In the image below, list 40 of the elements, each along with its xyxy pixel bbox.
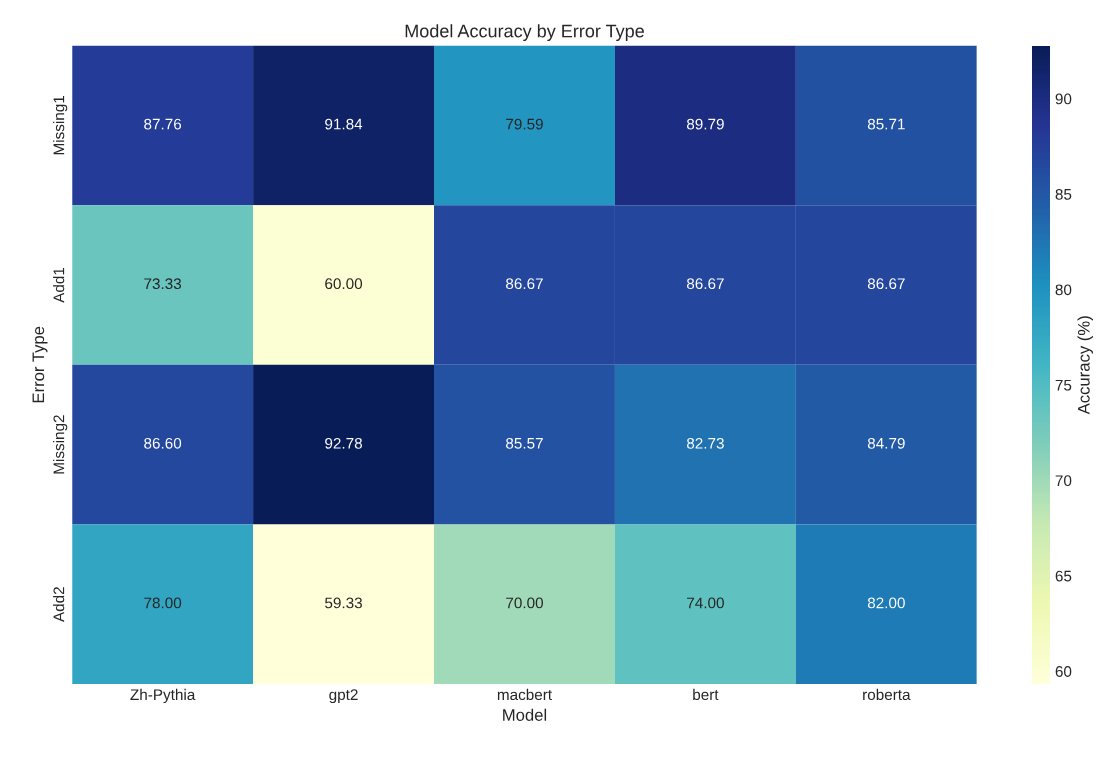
color-bar-label: 65 (1055, 570, 1072, 582)
data-label: 74.00 (687, 597, 724, 609)
color-bar-title: Accuracy (%) (1077, 316, 1093, 415)
data-label: 86.67 (686, 278, 724, 290)
data-label: 73.33 (144, 278, 182, 290)
data-label: 59.33 (325, 597, 362, 609)
data-label: 70.00 (506, 597, 543, 609)
data-label: 82.73 (686, 437, 724, 449)
data-label: 87.76 (144, 118, 182, 130)
y-axis-title: Error Type (32, 326, 48, 403)
chart-title: Model Accuracy by Error Type (405, 24, 644, 42)
color-bar-label: 70 (1055, 475, 1072, 487)
data-label: 79.59 (506, 118, 543, 130)
color-bar-label: 90 (1055, 93, 1072, 105)
x-tick-label: bert (693, 688, 719, 701)
color-bar-label: 80 (1055, 284, 1072, 296)
y-tick-label: Missing1 (53, 96, 68, 155)
x-tick-label: macbert (497, 688, 552, 701)
data-label: 78.00 (144, 597, 182, 609)
data-label: 85.71 (867, 118, 905, 130)
x-tick-label: roberta (863, 688, 911, 701)
data-label: 84.79 (867, 437, 905, 449)
data-label: 86.67 (867, 278, 905, 290)
data-label: 86.60 (144, 437, 182, 449)
color-bar-label: 85 (1055, 188, 1072, 200)
color-bar-label: 60 (1055, 666, 1072, 677)
data-label: 89.79 (686, 118, 724, 130)
x-tick-label: Zh-Pythia (130, 688, 196, 704)
data-label: 82.00 (867, 597, 905, 609)
x-axis-title: Model (503, 708, 547, 721)
data-label: 85.57 (506, 437, 543, 449)
y-tick-label: Missing2 (53, 415, 68, 474)
data-label: 86.67 (506, 278, 543, 290)
data-label: 91.84 (325, 118, 363, 130)
y-tick-label: Add1 (53, 267, 65, 303)
data-label: 60.00 (325, 278, 363, 290)
y-tick-label: Add2 (53, 587, 65, 623)
x-tick-label: gpt2 (329, 689, 358, 704)
color-bar-label: 75 (1055, 379, 1072, 391)
data-label: 92.78 (325, 437, 362, 449)
